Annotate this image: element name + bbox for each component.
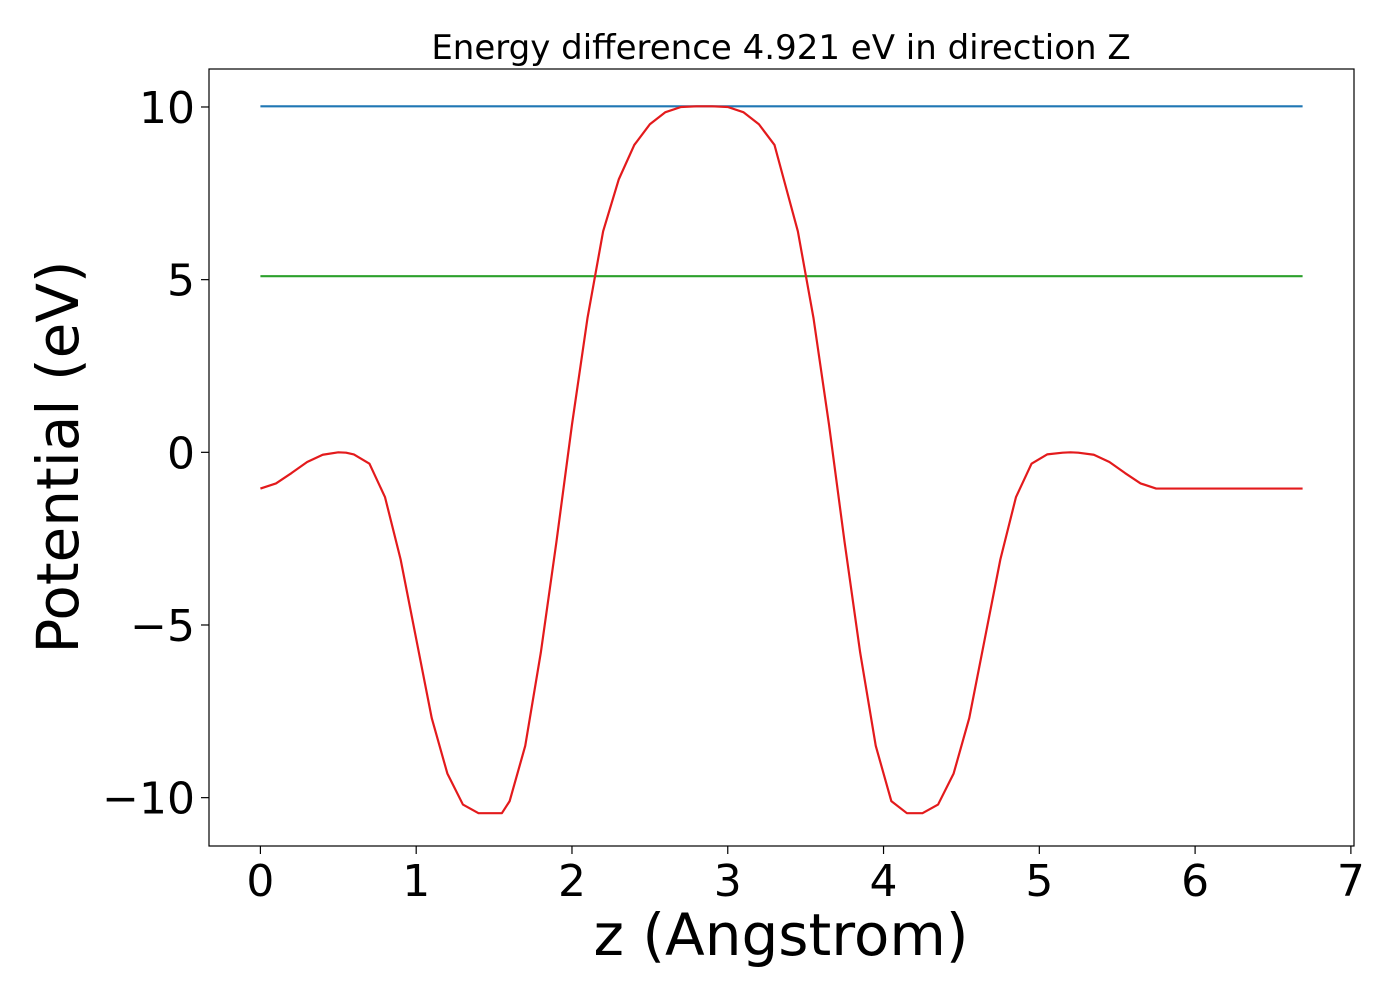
x-tick-label: 3 [714, 856, 742, 907]
y-axis-label: Potential (eV) [24, 260, 92, 653]
series-line-3 [260, 105, 1303, 815]
x-axis-ticks: 0 1 2 3 4 5 6 7 [246, 846, 1365, 907]
y-tick-label: 5 [167, 256, 195, 307]
x-tick-label: 5 [1025, 856, 1053, 907]
series-layer [260, 105, 1303, 815]
x-tick-label: 1 [402, 856, 430, 907]
chart-title: Energy difference 4.921 eV in direction … [431, 28, 1130, 68]
y-tick-label: 10 [139, 83, 195, 134]
x-tick-label: 6 [1181, 856, 1209, 907]
y-tick-label: −5 [130, 601, 195, 652]
y-axis-ticks: 10 5 0 −5 −10 [102, 83, 209, 825]
y-tick-label: 0 [167, 428, 195, 479]
y-tick-label: −10 [102, 774, 195, 825]
x-tick-label: 0 [246, 856, 274, 907]
x-axis-label: z (Angstrom) [594, 901, 969, 969]
x-tick-label: 7 [1337, 856, 1365, 907]
x-tick-label: 4 [870, 856, 898, 907]
plot-area-frame [208, 68, 1355, 847]
x-tick-label: 2 [558, 856, 586, 907]
